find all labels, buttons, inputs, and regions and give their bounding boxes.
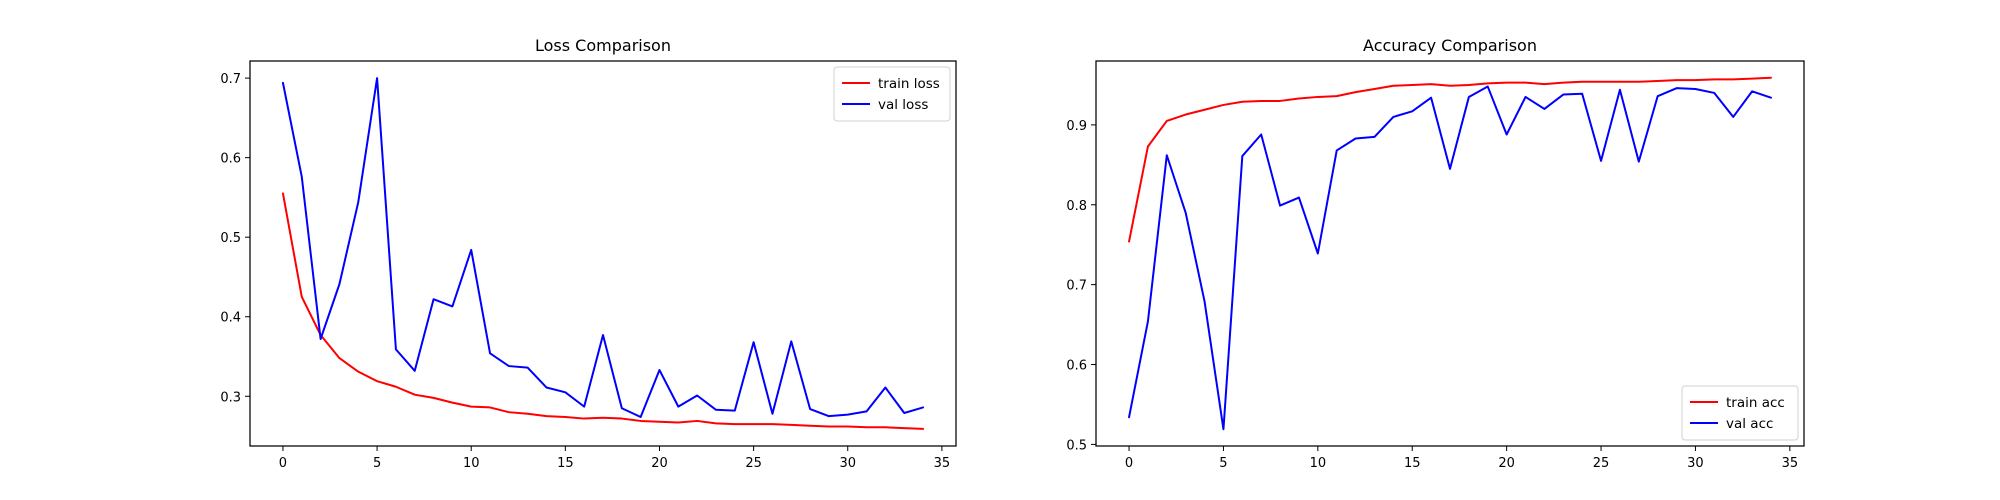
- accuracy-x-tick-label: 30: [1687, 456, 1704, 471]
- accuracy-axes-frame: [1095, 60, 1805, 447]
- accuracy-axis-ticks: 0 5 10 15 20 25 30 35 0.5 0.6 0.7 0.8 0.9: [1066, 119, 1798, 471]
- accuracy-series-lines: [1128, 76, 1772, 431]
- accuracy-legend: train acc val acc: [1681, 385, 1799, 441]
- loss-y-tick-label: 0.6: [220, 152, 241, 167]
- loss-x-tick-label: 10: [463, 456, 480, 471]
- accuracy-x-tick-label: 10: [1310, 456, 1327, 471]
- accuracy-x-tick-label: 0: [1125, 456, 1133, 471]
- loss-x-tick-label: 35: [934, 456, 951, 471]
- loss-legend-label: val loss: [878, 97, 928, 113]
- loss-axis-ticks: 0 5 10 15 20 25 30 35 0.3 0.4 0.5 0.6 0.7: [220, 72, 950, 471]
- accuracy-y-tick-label: 0.6: [1066, 359, 1087, 374]
- loss-x-tick-label: 5: [373, 456, 381, 471]
- loss-y-tick-label: 0.4: [220, 311, 241, 326]
- accuracy-x-tick-label: 15: [1404, 456, 1421, 471]
- loss-x-tick-label: 15: [557, 456, 574, 471]
- accuracy-legend-box: [1681, 385, 1799, 441]
- accuracy-chart-title: Accuracy Comparison: [1363, 36, 1537, 55]
- loss-comparison-plot: Loss Comparison 0 5 10 15 20 25 30 350.30.40.50…: [220, 36, 957, 471]
- loss-series-lines: [281, 77, 925, 430]
- accuracy-y-tick-label: 0.8: [1066, 199, 1087, 214]
- loss-x-tick-label: 30: [839, 456, 856, 471]
- accuracy-series-val-acc: [1128, 85, 1772, 431]
- accuracy-y-tick-label: 0.9: [1066, 119, 1087, 134]
- loss-legend-label: train loss: [878, 76, 940, 92]
- accuracy-series-train-acc: [1128, 76, 1772, 243]
- loss-series-train-loss: [281, 192, 925, 430]
- loss-y-tick-label: 0.3: [220, 390, 241, 405]
- loss-y-tick-label: 0.7: [220, 72, 241, 87]
- accuracy-y-tick-label: 0.5: [1066, 438, 1087, 453]
- loss-axes-frame: [249, 60, 957, 447]
- loss-legend-box: [833, 66, 951, 122]
- loss-series-val-loss: [281, 77, 925, 418]
- loss-y-tick-label: 0.5: [220, 231, 241, 246]
- accuracy-comparison-plot: Accuracy Comparison 0 5 10 15 20 25 30 35 0.5 0.6…: [1066, 36, 1805, 471]
- accuracy-x-tick-label: 25: [1593, 456, 1610, 471]
- loss-chart-title: Loss Comparison: [535, 36, 671, 55]
- loss-x-tick-label: 0: [279, 456, 287, 471]
- accuracy-legend-label: train acc: [1726, 395, 1785, 411]
- accuracy-x-tick-label: 5: [1219, 456, 1227, 471]
- loss-x-tick-label: 20: [651, 456, 668, 471]
- accuracy-y-tick-label: 0.7: [1066, 279, 1087, 294]
- loss-x-tick-label: 25: [745, 456, 762, 471]
- accuracy-x-tick-label: 20: [1498, 456, 1515, 471]
- accuracy-legend-label: val acc: [1726, 416, 1773, 432]
- accuracy-x-tick-label: 35: [1782, 456, 1799, 471]
- loss-legend: train loss val loss: [833, 66, 951, 122]
